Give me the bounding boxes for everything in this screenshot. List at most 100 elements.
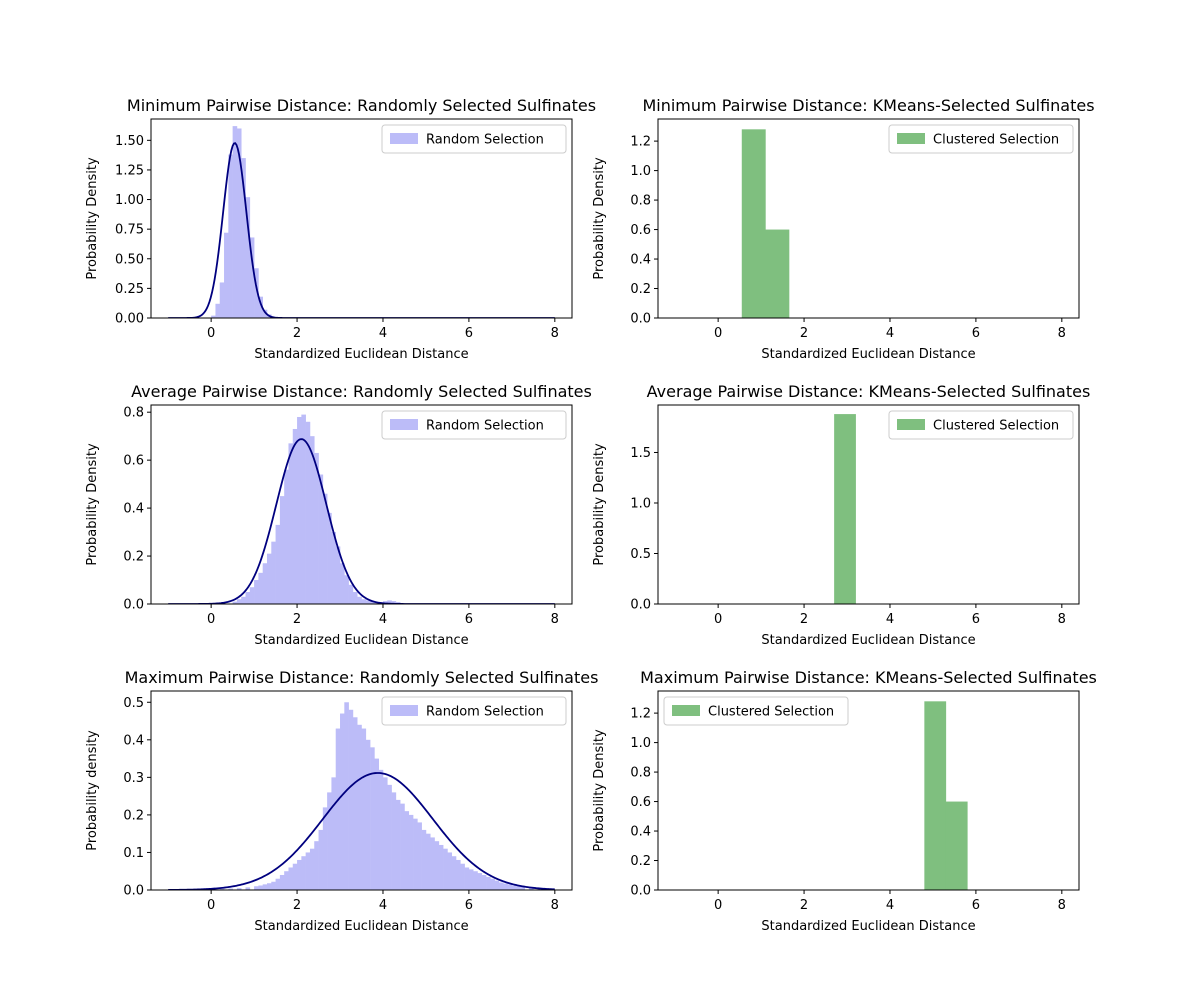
histogram-bar bbox=[211, 315, 216, 318]
legend: Random Selection bbox=[381, 124, 567, 154]
legend-label: Random Selection bbox=[426, 133, 544, 148]
histogram-bar bbox=[430, 837, 435, 890]
legend-label: Clustered Selection bbox=[708, 705, 834, 720]
legend-label: Random Selection bbox=[426, 705, 544, 720]
y-axis-label: Probability Density bbox=[592, 729, 607, 852]
histogram-bar bbox=[258, 572, 263, 604]
y-tick-label: 0.1 bbox=[123, 846, 144, 861]
legend: Clustered Selection bbox=[888, 410, 1074, 440]
y-tick-label: 0.0 bbox=[123, 884, 144, 899]
histogram-bar bbox=[254, 268, 259, 318]
y-tick-label: 0.00 bbox=[115, 312, 144, 327]
histogram-bar bbox=[331, 532, 337, 604]
y-tick-label: 0.6 bbox=[630, 223, 651, 238]
histogram-bar bbox=[370, 747, 375, 890]
axes-frame bbox=[150, 404, 573, 605]
histogram-bar bbox=[318, 474, 324, 604]
legend-box bbox=[888, 124, 1074, 154]
histogram-bar bbox=[460, 863, 465, 890]
x-tick-label: 4 bbox=[379, 898, 387, 913]
histogram-bar bbox=[309, 848, 315, 890]
chart-title: Average Pairwise Distance: KMeans-Select… bbox=[647, 382, 1091, 401]
y-axis-label: Probability Density bbox=[85, 443, 100, 566]
histogram-bar bbox=[275, 878, 281, 890]
legend-label: Clustered Selection bbox=[933, 133, 1059, 148]
x-axis-label: Standardized Euclidean Distance bbox=[254, 633, 468, 648]
histogram-bar bbox=[357, 596, 362, 604]
x-tick-label: 8 bbox=[551, 326, 559, 341]
histogram-bar bbox=[327, 792, 332, 890]
histogram-bar bbox=[297, 416, 302, 604]
x-tick-label: 2 bbox=[800, 612, 808, 627]
x-tick-label: 8 bbox=[551, 612, 559, 627]
legend-box bbox=[663, 696, 849, 726]
y-tick-label: 0.0 bbox=[630, 312, 651, 327]
histogram-bar bbox=[374, 758, 379, 890]
y-tick-label: 0.2 bbox=[630, 282, 651, 297]
legend-box bbox=[381, 124, 567, 154]
x-axis-label: Standardized Euclidean Distance bbox=[761, 919, 975, 934]
histogram-bar bbox=[318, 829, 324, 890]
histogram-bar bbox=[335, 728, 341, 890]
histogram-bar bbox=[322, 493, 328, 604]
histogram-bar bbox=[507, 884, 513, 890]
legend-box bbox=[381, 410, 567, 440]
histogram-bar bbox=[490, 878, 495, 890]
histogram-bar bbox=[348, 709, 354, 890]
histogram-bar bbox=[387, 784, 392, 890]
histogram-bar bbox=[765, 229, 790, 318]
histogram-bar bbox=[344, 702, 349, 890]
histogram-bar bbox=[834, 414, 856, 604]
x-tick-label: 6 bbox=[465, 898, 473, 913]
histogram-bar bbox=[417, 822, 422, 890]
chart-title: Average Pairwise Distance: Randomly Sele… bbox=[131, 382, 592, 401]
histogram-bar bbox=[288, 867, 294, 890]
y-tick-label: 1.50 bbox=[115, 134, 144, 149]
histogram-bar bbox=[486, 876, 491, 890]
plot-area bbox=[924, 701, 968, 890]
histogram-bar bbox=[438, 844, 444, 890]
histogram-bar bbox=[378, 769, 384, 890]
histogram-bar bbox=[443, 848, 448, 890]
histogram-bar bbox=[340, 713, 345, 890]
histogram-bar bbox=[408, 814, 414, 890]
y-tick-label: 1.2 bbox=[630, 707, 651, 722]
histogram-bar bbox=[275, 524, 281, 604]
histogram-bar bbox=[741, 129, 766, 318]
histogram-bar bbox=[219, 282, 225, 318]
histogram-bar bbox=[348, 584, 354, 604]
histogram-bar bbox=[258, 296, 263, 318]
fit-curve bbox=[168, 772, 555, 890]
y-tick-label: 0.0 bbox=[630, 884, 651, 899]
x-tick-label: 6 bbox=[972, 326, 980, 341]
fit-curve bbox=[168, 438, 555, 604]
x-tick-label: 0 bbox=[207, 612, 215, 627]
histogram-bar bbox=[241, 158, 246, 318]
histogram-bar bbox=[481, 874, 487, 890]
histogram-bar bbox=[391, 792, 397, 890]
y-tick-label: 0.2 bbox=[123, 808, 144, 823]
x-tick-label: 0 bbox=[714, 898, 722, 913]
histogram-bar bbox=[258, 885, 263, 890]
histogram-bar bbox=[292, 428, 298, 604]
axes-frame bbox=[150, 118, 573, 319]
y-tick-label: 0.4 bbox=[123, 733, 144, 748]
histogram-bar bbox=[365, 739, 371, 890]
histogram-bar bbox=[331, 777, 337, 890]
histogram-bar bbox=[395, 799, 401, 890]
histogram-bar bbox=[361, 599, 367, 604]
histogram-bar bbox=[262, 309, 268, 318]
x-tick-label: 0 bbox=[207, 898, 215, 913]
histogram-bar bbox=[228, 888, 233, 890]
histogram-bar bbox=[335, 546, 341, 604]
histogram-bar bbox=[451, 856, 457, 890]
x-tick-label: 8 bbox=[551, 898, 559, 913]
histogram-bar bbox=[301, 856, 306, 890]
chart-title: Maximum Pairwise Distance: KMeans-Select… bbox=[640, 668, 1097, 687]
x-tick-label: 6 bbox=[465, 326, 473, 341]
x-tick-label: 0 bbox=[207, 326, 215, 341]
x-tick-label: 4 bbox=[886, 898, 894, 913]
x-tick-label: 6 bbox=[972, 612, 980, 627]
y-tick-label: 0.0 bbox=[123, 598, 144, 613]
histogram-bar bbox=[516, 886, 521, 890]
